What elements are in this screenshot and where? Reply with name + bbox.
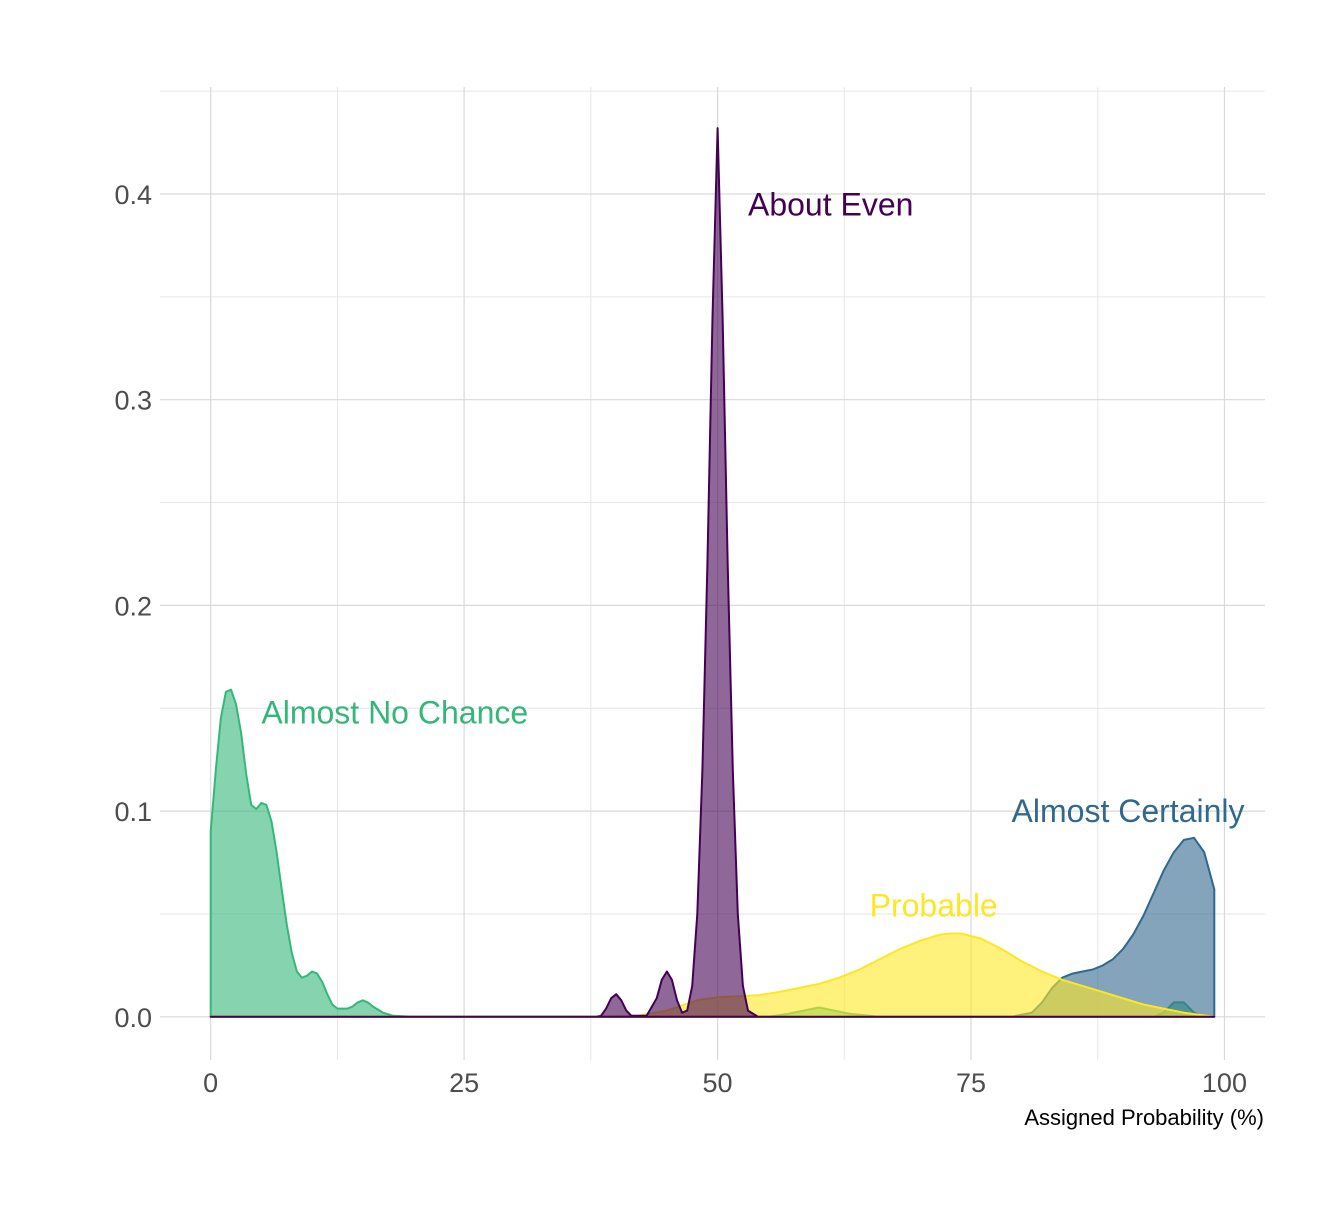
x-tick-label: 25 <box>449 1068 479 1098</box>
series-label-probable: Probable <box>870 888 998 924</box>
x-tick-label: 100 <box>1202 1068 1247 1098</box>
series-label-almost-certainly: Almost Certainly <box>1012 793 1245 829</box>
y-tick-label: 0.0 <box>114 1003 152 1033</box>
density-area-about-even <box>209 127 1216 1018</box>
x-axis-title: Assigned Probability (%) <box>1024 1105 1264 1130</box>
density-series <box>209 127 1216 1018</box>
y-tick-label: 0.1 <box>114 797 152 827</box>
series-labels: Almost No Chance Almost Certainly Probable… <box>261 186 1244 923</box>
x-tick-label: 50 <box>703 1068 733 1098</box>
x-tick-label: 75 <box>956 1068 986 1098</box>
series-label-almost-no-chance: Almost No Chance <box>261 694 528 730</box>
y-tick-label: 0.4 <box>114 180 152 210</box>
x-tick-label: 0 <box>203 1068 218 1098</box>
y-tick-label: 0.3 <box>114 386 152 416</box>
y-tick-label: 0.2 <box>114 591 152 621</box>
tick-labels: 0 25 50 75 100 0.0 0.1 0.2 0.3 0.4 <box>114 180 1247 1098</box>
series-label-about-even: About Even <box>748 186 913 222</box>
